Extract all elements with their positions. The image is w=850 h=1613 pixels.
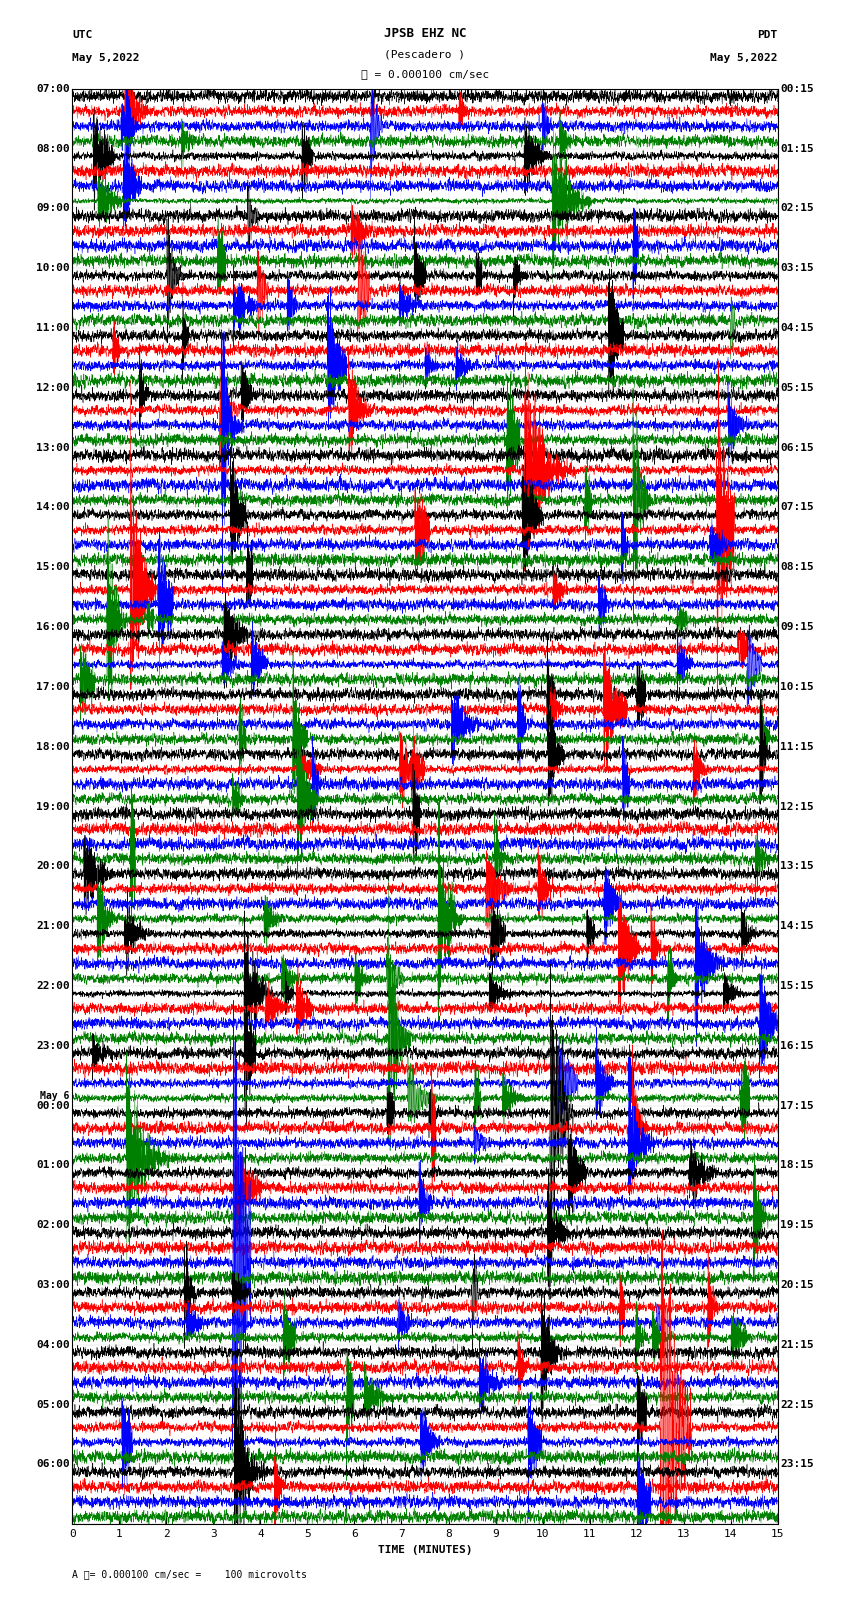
Text: 02:00: 02:00 — [36, 1219, 70, 1231]
Text: 21:15: 21:15 — [780, 1340, 814, 1350]
Text: 04:15: 04:15 — [780, 323, 814, 332]
Text: UTC: UTC — [72, 31, 93, 40]
Text: 07:00: 07:00 — [36, 84, 70, 94]
Text: 03:00: 03:00 — [36, 1281, 70, 1290]
Text: 06:15: 06:15 — [780, 442, 814, 453]
Text: PDT: PDT — [757, 31, 778, 40]
Text: 22:15: 22:15 — [780, 1400, 814, 1410]
Text: 05:00: 05:00 — [36, 1400, 70, 1410]
Text: 14:00: 14:00 — [36, 502, 70, 513]
X-axis label: TIME (MINUTES): TIME (MINUTES) — [377, 1545, 473, 1555]
Text: 06:00: 06:00 — [36, 1460, 70, 1469]
Text: (Pescadero ): (Pescadero ) — [384, 50, 466, 60]
Text: 00:15: 00:15 — [780, 84, 814, 94]
Text: 18:15: 18:15 — [780, 1160, 814, 1171]
Text: 20:15: 20:15 — [780, 1281, 814, 1290]
Text: 10:00: 10:00 — [36, 263, 70, 273]
Text: May 5,2022: May 5,2022 — [72, 53, 139, 63]
Text: May 5,2022: May 5,2022 — [711, 53, 778, 63]
Text: 22:00: 22:00 — [36, 981, 70, 990]
Text: 04:00: 04:00 — [36, 1340, 70, 1350]
Text: 23:00: 23:00 — [36, 1040, 70, 1050]
Text: 16:15: 16:15 — [780, 1040, 814, 1050]
Text: 15:00: 15:00 — [36, 563, 70, 573]
Text: 09:15: 09:15 — [780, 623, 814, 632]
Text: 11:00: 11:00 — [36, 323, 70, 332]
Text: 11:15: 11:15 — [780, 742, 814, 752]
Text: 14:15: 14:15 — [780, 921, 814, 931]
Text: 13:00: 13:00 — [36, 442, 70, 453]
Text: JPSB EHZ NC: JPSB EHZ NC — [383, 27, 467, 40]
Text: 01:15: 01:15 — [780, 144, 814, 153]
Text: 17:15: 17:15 — [780, 1100, 814, 1111]
Text: 02:15: 02:15 — [780, 203, 814, 213]
Text: 12:15: 12:15 — [780, 802, 814, 811]
Text: May 6: May 6 — [40, 1090, 70, 1102]
Text: 10:15: 10:15 — [780, 682, 814, 692]
Text: 00:00: 00:00 — [36, 1100, 70, 1111]
Text: A ⏐= 0.000100 cm/sec =    100 microvolts: A ⏐= 0.000100 cm/sec = 100 microvolts — [72, 1569, 307, 1579]
Text: 15:15: 15:15 — [780, 981, 814, 990]
Text: 07:15: 07:15 — [780, 502, 814, 513]
Text: 12:00: 12:00 — [36, 382, 70, 394]
Text: ⏐ = 0.000100 cm/sec: ⏐ = 0.000100 cm/sec — [361, 69, 489, 79]
Text: 01:00: 01:00 — [36, 1160, 70, 1171]
Text: 16:00: 16:00 — [36, 623, 70, 632]
Text: 17:00: 17:00 — [36, 682, 70, 692]
Text: 18:00: 18:00 — [36, 742, 70, 752]
Text: 20:00: 20:00 — [36, 861, 70, 871]
Text: 21:00: 21:00 — [36, 921, 70, 931]
Text: 19:00: 19:00 — [36, 802, 70, 811]
Text: 13:15: 13:15 — [780, 861, 814, 871]
Text: 08:15: 08:15 — [780, 563, 814, 573]
Text: 05:15: 05:15 — [780, 382, 814, 394]
Text: 03:15: 03:15 — [780, 263, 814, 273]
Text: 23:15: 23:15 — [780, 1460, 814, 1469]
Text: 08:00: 08:00 — [36, 144, 70, 153]
Text: 09:00: 09:00 — [36, 203, 70, 213]
Text: 19:15: 19:15 — [780, 1219, 814, 1231]
